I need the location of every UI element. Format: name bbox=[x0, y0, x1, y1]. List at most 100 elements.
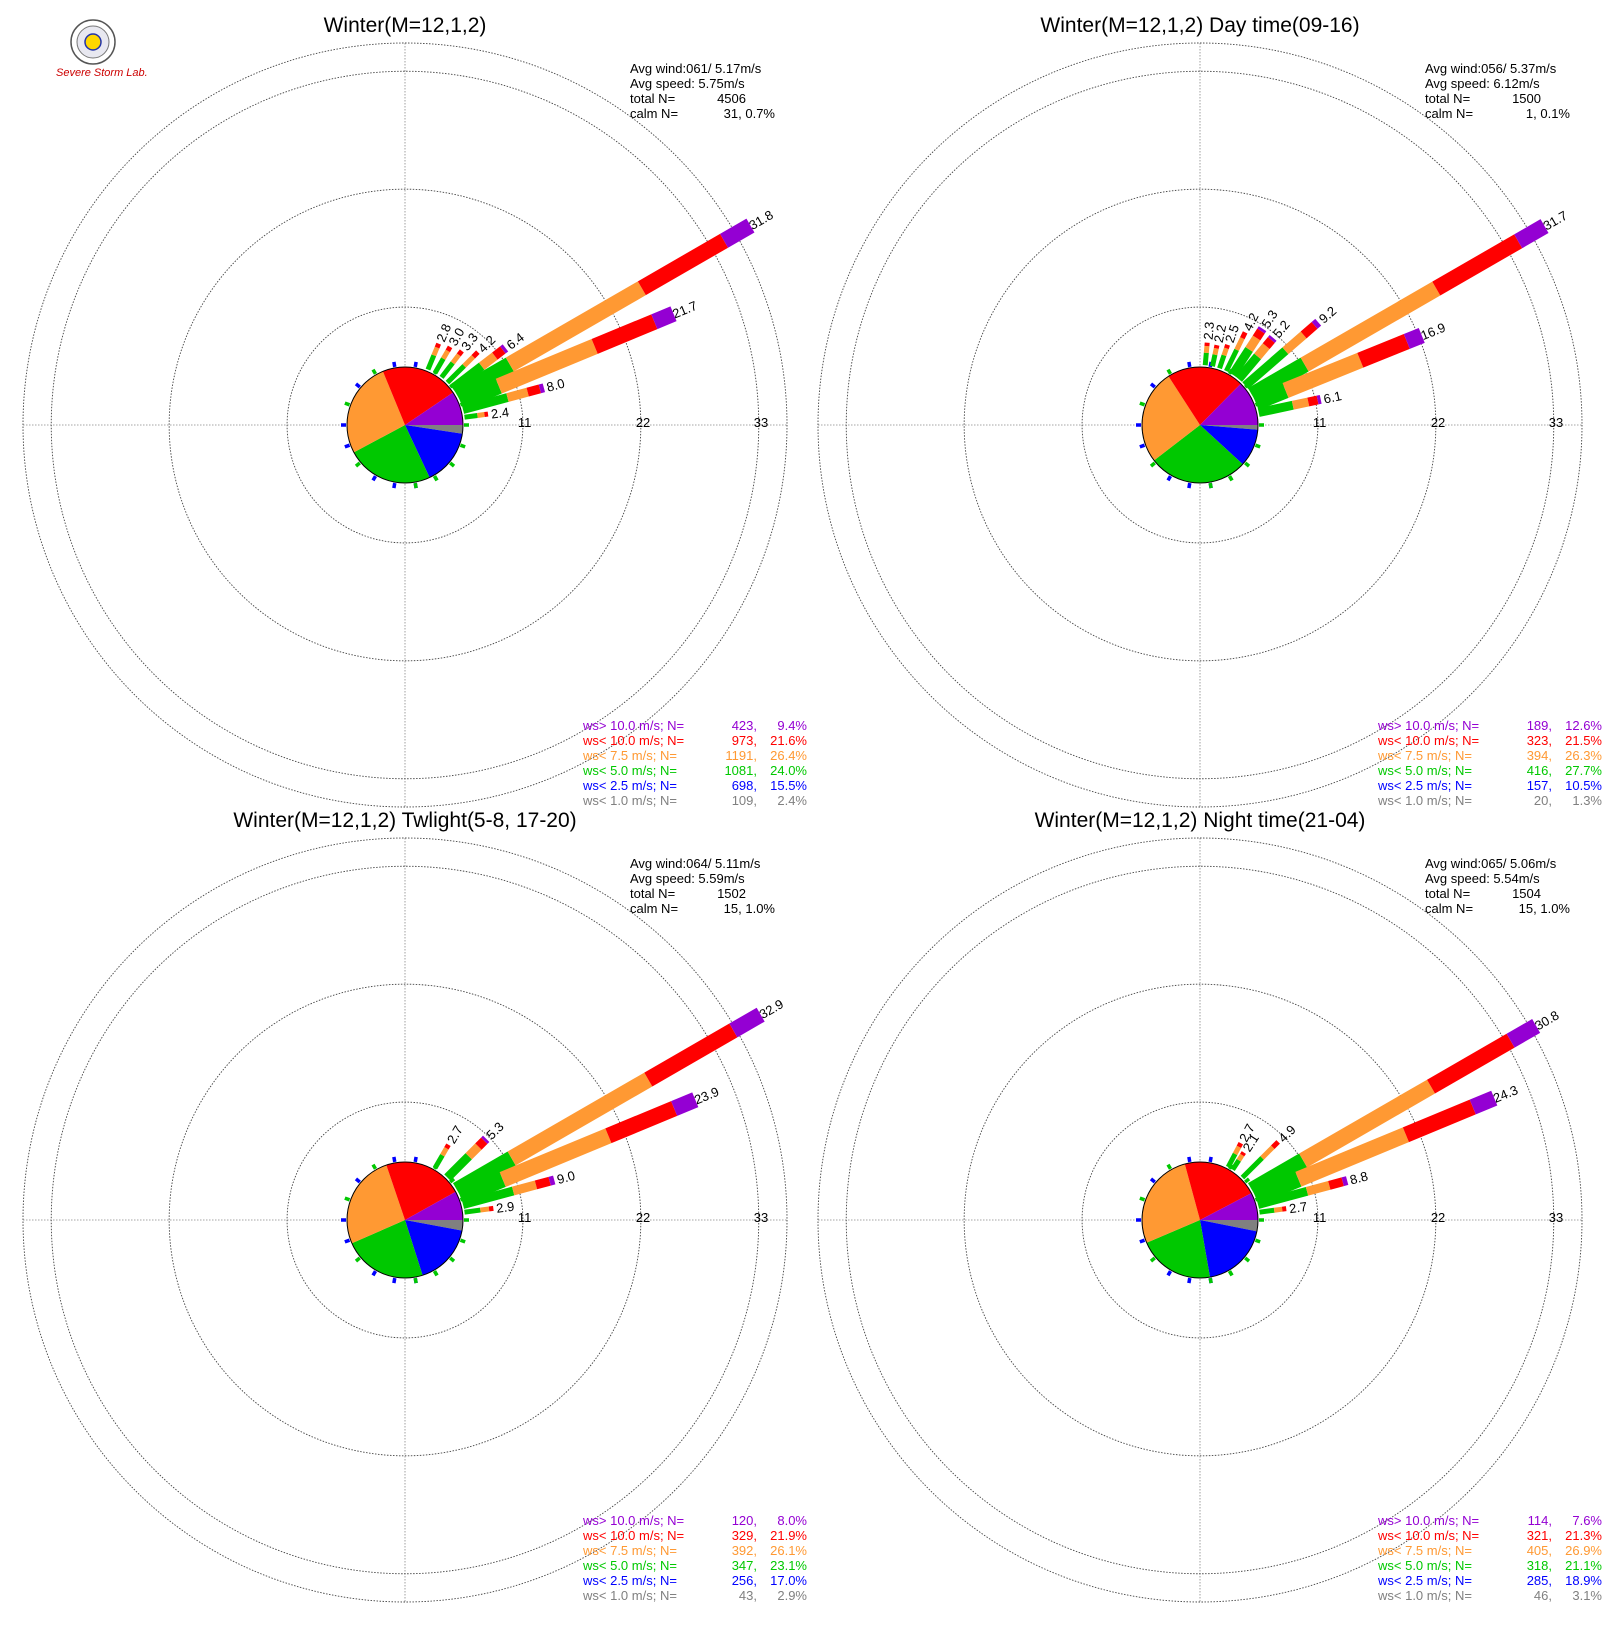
direction-bar-segment bbox=[1316, 394, 1322, 405]
direction-bar-label: 5.3 bbox=[483, 1119, 506, 1142]
direction-bar-segment bbox=[1247, 1153, 1308, 1197]
stats-line: Avg speed: 5.54m/s bbox=[1425, 871, 1540, 886]
direction-bar-segment bbox=[534, 1176, 551, 1190]
wind-rose-panel: Winter(M=12,1,2) Twlight(5-8, 17-20) 11 22… bbox=[22, 809, 807, 1603]
direction-bar-segment bbox=[671, 1092, 699, 1116]
legend-row: ws< 1.0 m/s; N= 43, 2.9% bbox=[582, 1588, 807, 1603]
legend-label: ws< 2.5 m/s; N= bbox=[582, 1573, 677, 1588]
direction-bar-segment bbox=[444, 1153, 472, 1181]
direction-bar-segment bbox=[507, 1072, 653, 1166]
legend-row: ws< 1.0 m/s; N= 20, 1.3% bbox=[1377, 793, 1602, 808]
radial-tick-label: 11 bbox=[1313, 415, 1327, 430]
direction-bar-segment bbox=[462, 354, 476, 368]
speed-class-pie-slice bbox=[386, 1162, 456, 1220]
direction-mini-bar bbox=[1254, 443, 1261, 449]
legend-count: 1081, bbox=[724, 763, 757, 778]
direction-mini-bar bbox=[1166, 475, 1173, 482]
direction-mini-bar bbox=[449, 1256, 456, 1263]
speed-class-pie-slice bbox=[405, 1191, 463, 1220]
direction-bar-segment bbox=[1236, 1142, 1244, 1148]
direction-bar-segment bbox=[488, 1205, 494, 1212]
direction-mini-bar bbox=[1166, 1270, 1173, 1277]
direction-bar-label: 4.9 bbox=[1275, 1122, 1298, 1145]
direction-mini-bar bbox=[1254, 1238, 1261, 1244]
legend-percent: 21.5% bbox=[1565, 733, 1602, 748]
radial-ring bbox=[1081, 306, 1319, 544]
direction-bar-segment bbox=[1291, 397, 1310, 410]
direction-bar-segment bbox=[729, 1007, 765, 1038]
direction-bar-label: 2.7 bbox=[444, 1123, 466, 1146]
legend-count: 416, bbox=[1527, 763, 1552, 778]
direction-bar-segment bbox=[432, 1153, 445, 1170]
legend-row: ws> 10.0 m/s; N= 120, 8.0% bbox=[582, 1513, 807, 1528]
stats-calm-label: calm N= bbox=[1425, 901, 1473, 916]
direction-mini-bar bbox=[413, 1277, 418, 1284]
direction-bar-segment bbox=[1299, 1079, 1436, 1168]
direction-bar-label: 30.8 bbox=[1532, 1008, 1561, 1034]
legend-count: 43, bbox=[739, 1588, 757, 1603]
legend-row: ws< 10.0 m/s; N= 973, 21.6% bbox=[582, 733, 807, 748]
direction-bar-segment bbox=[1213, 344, 1220, 349]
legend-label: ws< 10.0 m/s; N= bbox=[1377, 733, 1479, 748]
legend-count: 285, bbox=[1527, 1573, 1552, 1588]
outer-ring bbox=[817, 837, 1583, 1603]
direction-mini-bar bbox=[449, 461, 456, 468]
direction-mini-bar bbox=[354, 1177, 361, 1184]
direction-bar-segment bbox=[1257, 400, 1294, 417]
direction-bar-segment bbox=[475, 1137, 488, 1150]
pie-outline bbox=[346, 1161, 464, 1279]
direction-bar-segment bbox=[1273, 1206, 1283, 1213]
legend-label: ws< 7.5 m/s; N= bbox=[1377, 748, 1472, 763]
legend-percent: 12.6% bbox=[1565, 718, 1602, 733]
speed-class-pie-slice bbox=[405, 425, 463, 478]
speed-class-pie-slice bbox=[347, 1165, 405, 1244]
speed-class-pie-slice bbox=[405, 425, 463, 434]
direction-bar-segment bbox=[591, 314, 658, 354]
direction-bar-segment bbox=[440, 1146, 449, 1157]
wind-rose-panel: Winter(M=12,1,2) Day time(09-16) 11 22 33 2.… bbox=[817, 14, 1602, 808]
radial-ring bbox=[50, 865, 760, 1575]
direction-mini-bar bbox=[1149, 1256, 1156, 1263]
direction-bar-segment bbox=[1224, 348, 1239, 373]
speed-class-pie-slice bbox=[382, 367, 454, 425]
direction-mini-bar bbox=[1187, 1277, 1192, 1284]
direction-bar-segment bbox=[456, 349, 464, 357]
direction-bar-label: 9.0 bbox=[555, 1168, 576, 1187]
speed-class-pie-slice bbox=[351, 1220, 423, 1279]
outer-ring bbox=[817, 42, 1583, 808]
direction-bar-segment bbox=[1300, 322, 1318, 339]
legend-label: ws< 7.5 m/s; N= bbox=[582, 748, 677, 763]
direction-bar-segment bbox=[720, 218, 755, 248]
direction-bar-segment bbox=[461, 393, 509, 414]
direction-mini-bar bbox=[1149, 382, 1156, 389]
stats-calm-label: calm N= bbox=[630, 106, 678, 121]
legend-row: ws< 2.5 m/s; N= 256, 17.0% bbox=[582, 1573, 807, 1588]
direction-bar-label: 9.2 bbox=[1316, 303, 1339, 326]
direction-mini-bar bbox=[1139, 443, 1146, 449]
direction-bar-segment bbox=[1252, 1171, 1302, 1205]
stats-total-label: total N= bbox=[1425, 886, 1470, 901]
legend-count: 392, bbox=[732, 1543, 757, 1558]
legend-percent: 1.3% bbox=[1572, 793, 1602, 808]
direction-bar-segment bbox=[1295, 1127, 1409, 1187]
direction-bar-segment bbox=[1242, 347, 1289, 390]
direction-mini-bar bbox=[1244, 1177, 1251, 1184]
radial-ring bbox=[963, 983, 1437, 1457]
logo-text: Severe Storm Lab. bbox=[56, 67, 148, 79]
direction-mini-bar bbox=[413, 1156, 418, 1163]
direction-bar-segment bbox=[1210, 354, 1218, 367]
legend-label: ws> 10.0 m/s; N= bbox=[1377, 1513, 1479, 1528]
direction-bar-label: 16.9 bbox=[1419, 320, 1448, 343]
panel-title: Winter(M=12,1,2) Night time(21-04) bbox=[1035, 809, 1366, 832]
speed-class-pie-slice bbox=[1154, 425, 1243, 483]
direction-bar-segment bbox=[506, 387, 529, 402]
direction-bar-segment bbox=[465, 1143, 482, 1160]
stats-calm-value: 15, 1.0% bbox=[1519, 901, 1571, 916]
legend-percent: 23.1% bbox=[770, 1558, 807, 1573]
direction-bar-segment bbox=[439, 361, 455, 379]
legend-row: ws< 10.0 m/s; N= 323, 21.5% bbox=[1377, 733, 1602, 748]
direction-bar-segment bbox=[450, 353, 461, 365]
direction-bar-segment bbox=[1247, 357, 1309, 402]
legend-percent: 3.1% bbox=[1572, 1588, 1602, 1603]
